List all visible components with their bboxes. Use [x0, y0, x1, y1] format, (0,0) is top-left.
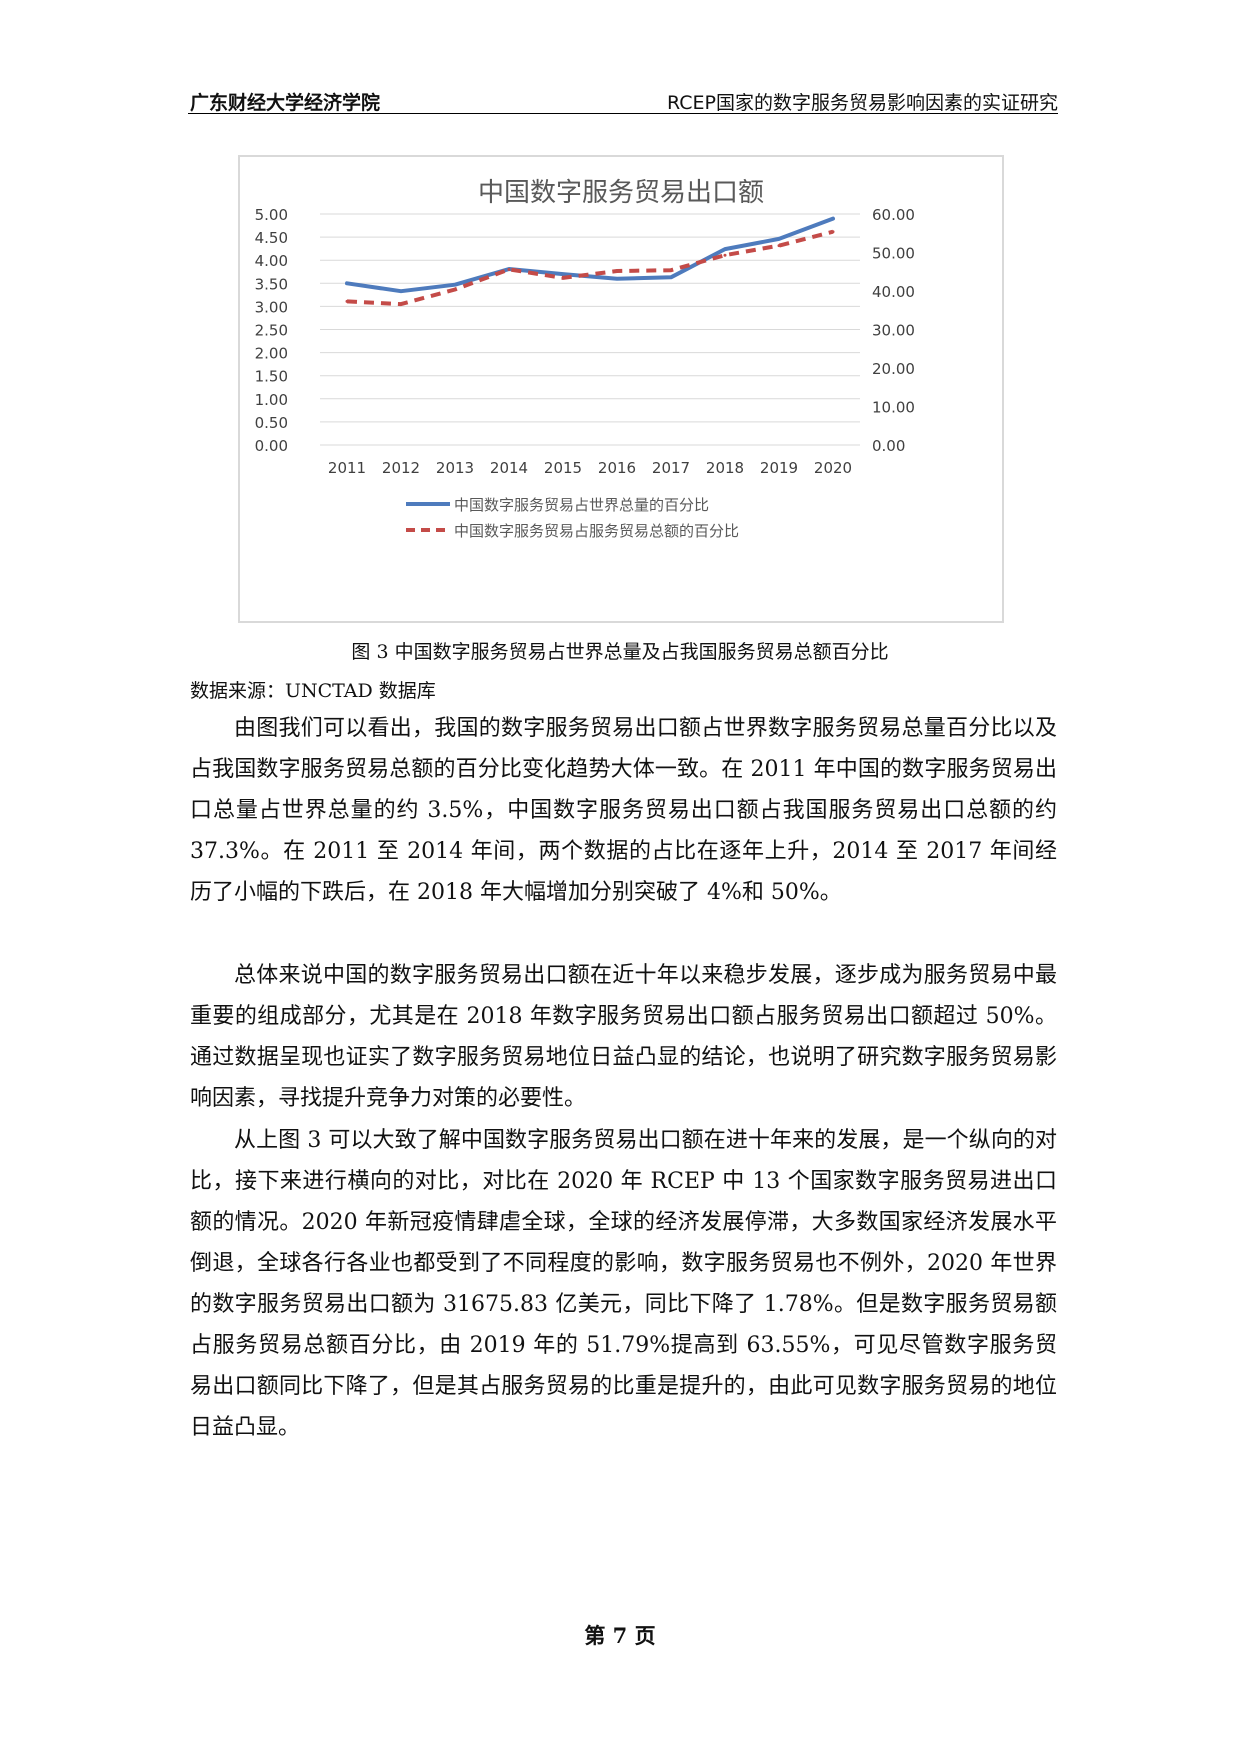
- data-point: [345, 299, 349, 303]
- y-left-tick-label: 0.50: [255, 414, 288, 432]
- y-right-tick-label: 40.00: [872, 283, 915, 301]
- y-right-tick-label: 10.00: [872, 399, 915, 417]
- x-tick-label: 2012: [382, 459, 420, 477]
- y-left-tick-label: 1.50: [255, 368, 288, 386]
- series-line-2: [346, 229, 834, 307]
- data-point: [777, 237, 781, 241]
- data-point: [777, 244, 781, 248]
- data-point: [561, 276, 565, 280]
- data-point: [669, 275, 673, 279]
- data-point: [399, 302, 403, 306]
- data-point: [615, 277, 619, 281]
- paragraph-1: 由图我们可以看出，我国的数字服务贸易出口额占世界数字服务贸易总量百分比以及占我国…: [190, 716, 1057, 905]
- data-point: [507, 267, 511, 271]
- y-left-tick-label: 3.50: [255, 275, 288, 293]
- y-left-tick-label: 2.50: [255, 322, 288, 340]
- data-point: [723, 253, 727, 257]
- data-point: [399, 289, 403, 293]
- data-point: [453, 283, 457, 287]
- x-tick-label: 2018: [706, 459, 744, 477]
- y-right-tick-label: 30.00: [872, 322, 915, 340]
- line-chart: 中国数字服务贸易出口额 0.00 0.50 1.00 1.50 2.00 2.50 3.00…: [255, 178, 915, 540]
- x-tick-label: 2020: [814, 459, 852, 477]
- y-right-tick-label: 50.00: [872, 245, 915, 263]
- y-left-tick-label: 4.00: [255, 252, 288, 270]
- y-left-tick-label: 3.00: [255, 298, 288, 316]
- page-number: 第 7 页: [584, 1623, 656, 1648]
- series-line-1: [345, 216, 835, 294]
- data-point: [723, 247, 727, 251]
- paragraph-3: 从上图 3 可以大致了解中国数字服务贸易出口额在进十年来的发展，是一个纵向的对比…: [190, 1128, 1057, 1440]
- chart-container: 中国数字服务贸易出口额 0.00 0.50 1.00 1.50 2.00 2.50 3.00…: [238, 155, 1004, 623]
- x-tick-label: 2016: [598, 459, 636, 477]
- chart-title: 中国数字服务贸易出口额: [478, 178, 764, 208]
- y-left-tick-label: 2.00: [255, 345, 288, 363]
- y-left-tick-label: 1.00: [255, 391, 288, 409]
- legend-label-2: 中国数字服务贸易占服务贸易总额的百分比: [454, 522, 739, 540]
- x-tick-label: 2019: [760, 459, 798, 477]
- legend-label-1: 中国数字服务贸易占世界总量的百分比: [454, 496, 709, 514]
- y-right-tick-label: 20.00: [872, 360, 915, 378]
- paragraph-2: 总体来说中国的数字服务贸易出口额在近十年以来稳步发展，逐步成为服务贸易中最重要的…: [190, 963, 1057, 1111]
- data-point: [561, 272, 565, 276]
- header-rule: [188, 113, 1058, 114]
- y-left-tick-label: 0.00: [255, 437, 288, 455]
- header-paper-title: RCEP国家的数字服务贸易影响因素的实证研究: [667, 92, 1058, 114]
- x-tick-label: 2011: [328, 459, 366, 477]
- data-point: [669, 268, 673, 272]
- data-point: [453, 287, 457, 291]
- x-tick-label: 2015: [544, 459, 582, 477]
- data-point: [615, 269, 619, 273]
- x-tick-label: 2013: [436, 459, 474, 477]
- data-point: [831, 217, 835, 221]
- figure-source: 数据来源：UNCTAD 数据库: [190, 680, 436, 702]
- figure-caption: 图 3 中国数字服务贸易占世界总量及占我国服务贸易总额百分比: [351, 641, 889, 663]
- y-left-tick-label: 4.50: [255, 229, 288, 247]
- y-right-tick-label: 0.00: [872, 437, 905, 455]
- y-left-tick-label: 5.00: [255, 206, 288, 224]
- y-right-tick-label: 60.00: [872, 206, 915, 224]
- x-tick-label: 2014: [490, 459, 528, 477]
- data-point: [831, 230, 835, 234]
- data-point: [345, 281, 349, 285]
- x-tick-label: 2017: [652, 459, 690, 477]
- header-institution: 广东财经大学经济学院: [190, 92, 381, 114]
